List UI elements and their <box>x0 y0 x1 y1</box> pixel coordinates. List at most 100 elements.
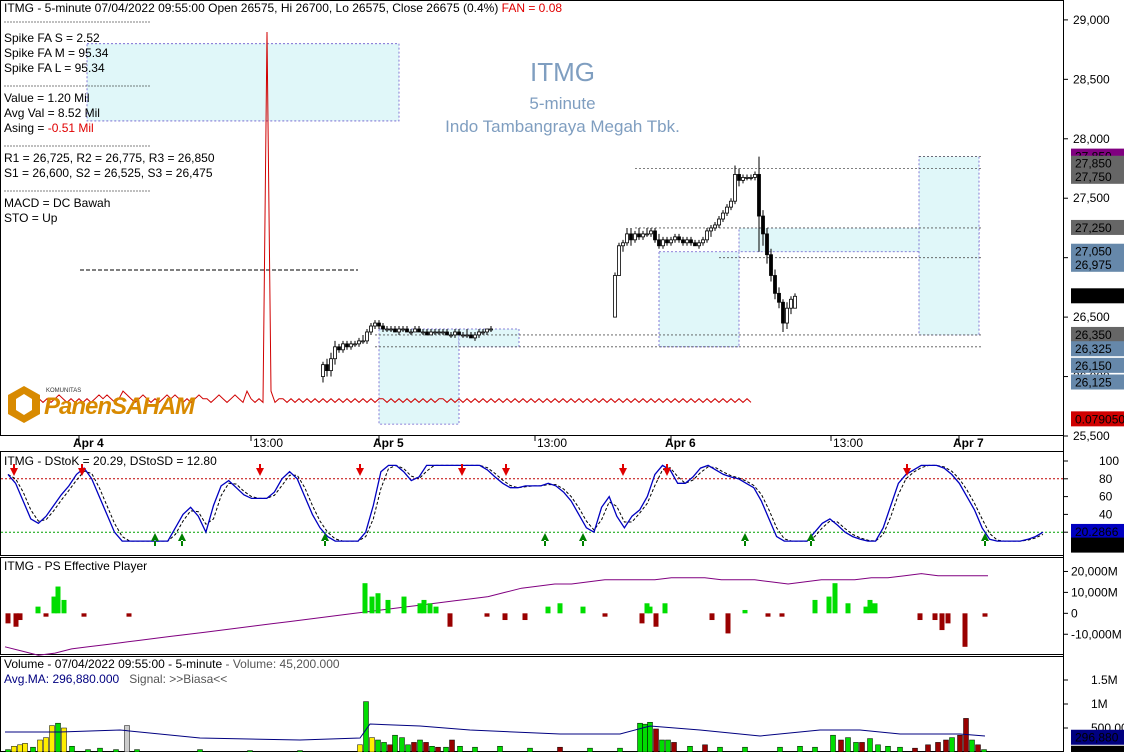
sto-sell-arrow-4 <box>256 464 264 476</box>
right-label-box-6 <box>1071 288 1124 304</box>
candle-body-76 <box>745 177 749 179</box>
asing-value: -0.51 Mil <box>47 121 94 135</box>
candle-body-58 <box>673 236 677 241</box>
ps-bar-4 <box>43 613 49 617</box>
right-label-box-8 <box>1071 341 1124 357</box>
sto-tick-label-3: 40 <box>1099 507 1113 521</box>
ps-bar-40 <box>845 603 851 614</box>
candle-body-47 <box>629 233 633 241</box>
vol-bar-51 <box>717 746 723 752</box>
vol-bar-60 <box>859 742 865 752</box>
sto-tick-label-2: 60 <box>1099 490 1113 504</box>
right-label-box-1 <box>1071 155 1124 171</box>
candle-body-11 <box>365 331 369 342</box>
vol-last-label-box <box>1071 745 1124 752</box>
candle-body-54 <box>657 239 661 247</box>
ps-bar-32 <box>709 613 715 621</box>
sto-k-label: 20.2866 <box>1075 525 1119 539</box>
vol-bar-14 <box>124 725 130 752</box>
candle-body-5 <box>341 343 345 351</box>
vol-tick-label-0: 1.5M <box>1091 673 1118 687</box>
sto-buy-arrow-9 <box>541 533 549 546</box>
signal-text: Signal: >>Biasa<< <box>129 672 228 686</box>
right-label-box-7 <box>1071 326 1124 342</box>
candle-body-60 <box>681 239 685 244</box>
band-apr5-a <box>378 328 460 425</box>
ps-bar-13 <box>385 599 391 614</box>
ps-bar-2 <box>17 613 23 621</box>
candle-body-86 <box>785 307 789 324</box>
vol-bar-70 <box>957 734 963 752</box>
price-tick-label-7: 25,500 <box>1073 429 1110 443</box>
ps-bar-19 <box>447 613 453 627</box>
right-label-box-10 <box>1071 374 1124 390</box>
panel-frame-2 <box>0 557 1064 655</box>
sto-sell-arrow-12 <box>663 464 671 476</box>
ps-bar-10 <box>362 583 368 614</box>
candle-body-82 <box>769 254 773 276</box>
ps-bar-35 <box>765 613 771 617</box>
candle-body-21 <box>405 328 409 333</box>
candle-body-38 <box>473 334 477 339</box>
candle-body-88 <box>793 295 797 309</box>
volume-title: Volume - 07/04/2022 09:55:00 - 5-minute … <box>4 657 340 672</box>
ps-bar-45 <box>932 613 938 621</box>
candle-body-87 <box>789 298 793 309</box>
vol-bar-54 <box>797 745 803 752</box>
sto-tick-label-1: 80 <box>1099 472 1113 486</box>
ps-bar-12 <box>375 593 381 614</box>
candle-body-43 <box>613 275 617 318</box>
ps-bar-20 <box>484 613 490 617</box>
vol-bar-24 <box>387 744 393 752</box>
support-text: S1 = 26,600, S2 = 26,525, S3 = 26,475 <box>4 166 213 180</box>
ps-bar-9 <box>126 613 132 617</box>
right-label-8: 26,325 <box>1075 342 1112 356</box>
header-text: ITMG - 5-minute 07/04/2022 09:55:00 Open… <box>4 1 499 15</box>
right-label-6: 26,675 <box>1075 289 1112 303</box>
vol-bar-73 <box>975 744 981 752</box>
vol-bar-33 <box>443 746 449 752</box>
vol-bar-56 <box>830 734 836 752</box>
fan-line <box>30 31 752 404</box>
vol-ma-label-box <box>1071 729 1124 745</box>
vol-bar-72 <box>969 739 975 752</box>
candle-body-84 <box>777 292 781 303</box>
candle-body-64 <box>697 242 701 247</box>
logo-text: PanenSAHAM <box>44 393 195 420</box>
candle-body-0 <box>321 364 325 377</box>
candle-body-69 <box>717 218 721 226</box>
ps-bar-33 <box>725 613 731 634</box>
vol-bar-38 <box>527 747 533 752</box>
sto-sell-arrow-8 <box>502 464 510 476</box>
avg-val-text: Avg Val = 8.52 Mil <box>4 106 100 120</box>
candle-body-4 <box>337 346 341 351</box>
avg-ma-text: Avg.MA: 296,880.000 <box>4 672 120 686</box>
ps-tick-label-1: 10,000M <box>1071 585 1118 599</box>
right-label-1: 27,850 <box>1075 157 1112 171</box>
candle-body-52 <box>649 230 653 235</box>
candle-body-73 <box>733 174 737 202</box>
sto-sell-arrow-6 <box>356 464 364 476</box>
candle-body-67 <box>709 227 713 232</box>
vol-bar-6 <box>43 737 49 752</box>
vol-bar-39 <box>557 746 563 752</box>
right-label-7: 26,350 <box>1075 328 1112 342</box>
candle-body-35 <box>461 334 465 337</box>
candle-body-10 <box>361 340 365 343</box>
candle-body-46 <box>625 233 629 244</box>
vol-bar-59 <box>853 742 859 752</box>
candle-body-22 <box>409 331 413 334</box>
ps-bar-29 <box>647 606 653 614</box>
ps-bar-36 <box>779 613 785 617</box>
ps-bar-21 <box>502 613 508 621</box>
volume-value-text: - Volume: 45,200.000 <box>225 657 340 671</box>
candle-body-75 <box>741 177 745 181</box>
candle-body-25 <box>421 331 425 334</box>
sto-buy-arrow-16 <box>981 533 989 546</box>
candle-body-42 <box>489 328 493 331</box>
right-label-box-11 <box>1071 411 1124 427</box>
candle-body-15 <box>381 325 385 330</box>
right-label-5: 26,975 <box>1075 258 1112 272</box>
vol-bar-32 <box>435 746 441 752</box>
candle-body-3 <box>333 346 337 360</box>
